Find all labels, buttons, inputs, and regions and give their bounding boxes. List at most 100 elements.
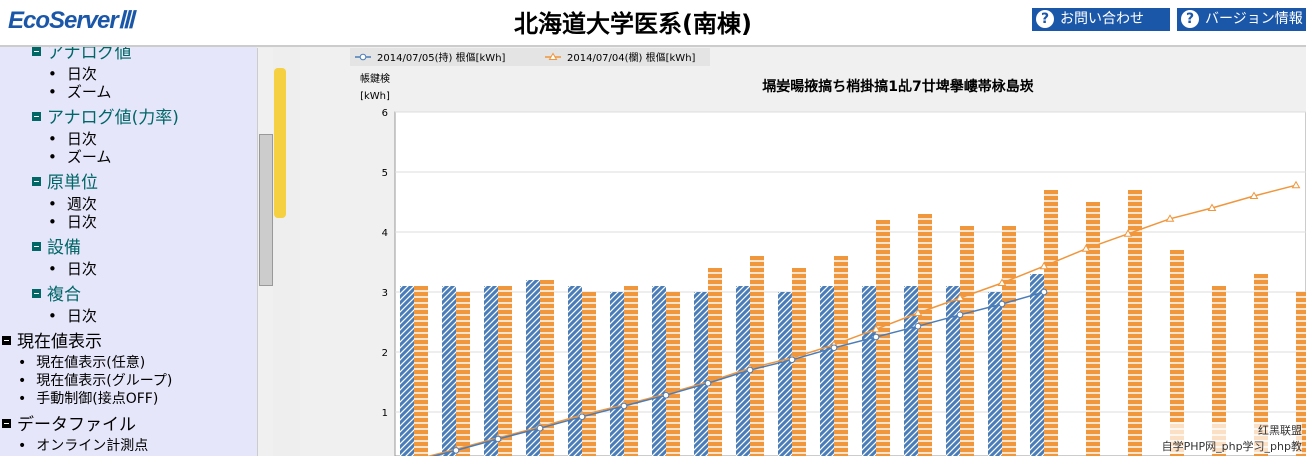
tree-item[interactable]: ズーム — [48, 83, 179, 101]
point — [788, 356, 796, 364]
bar — [876, 220, 890, 456]
group-label: 設備 — [32, 237, 179, 260]
bar — [1254, 274, 1268, 456]
tree-item[interactable]: 日次 — [48, 65, 179, 83]
group-text[interactable]: 原単位 — [47, 173, 98, 193]
collapse-icon — [32, 112, 41, 121]
tree-item[interactable]: 日次 — [48, 213, 179, 231]
bar — [456, 292, 470, 456]
point — [359, 53, 367, 61]
bar — [666, 292, 680, 456]
bar — [1086, 202, 1100, 456]
bar — [988, 292, 1002, 456]
tree-item[interactable]: オンライン計測点 — [18, 437, 179, 455]
bar — [582, 292, 596, 456]
tree-item[interactable]: 週次 — [48, 195, 179, 213]
version-button[interactable]: バージョン情報 — [1177, 8, 1306, 31]
point — [746, 366, 754, 374]
group-text[interactable]: データファイル — [17, 415, 136, 435]
y-tick-label: 6 — [382, 108, 388, 119]
scroll-thumb[interactable] — [259, 134, 273, 286]
contact-button[interactable]: お問い合わせ — [1032, 8, 1170, 31]
point — [1123, 229, 1133, 237]
bar — [778, 292, 792, 456]
point — [452, 447, 460, 454]
tree-item[interactable]: 手動制御(接点OFF) — [18, 390, 179, 408]
point — [1039, 261, 1049, 270]
bar — [904, 286, 918, 456]
point — [871, 324, 881, 333]
bar — [1128, 190, 1142, 456]
bar — [610, 292, 624, 456]
tree-group: 複合日次 — [32, 284, 179, 325]
group-text[interactable]: 現在値表示 — [17, 332, 102, 352]
tree-item[interactable]: 現在値表示(グループ) — [18, 372, 179, 390]
watermark-text: 红黑联盟 — [1258, 424, 1302, 437]
bar — [834, 256, 848, 456]
collapse-icon — [32, 289, 41, 298]
bar — [484, 286, 498, 456]
point — [620, 402, 628, 410]
bar — [414, 286, 428, 456]
collapse-tab[interactable] — [274, 68, 286, 218]
bar — [960, 226, 974, 456]
point — [662, 391, 670, 399]
y-tick-label: 5 — [382, 168, 388, 179]
point — [578, 413, 586, 421]
bar — [862, 286, 876, 456]
bar — [1170, 250, 1184, 456]
point — [1291, 180, 1301, 189]
group-text[interactable]: 設備 — [47, 238, 81, 258]
point — [998, 300, 1006, 308]
chart: 塥妛暘掖搞ち梢掛搞1乩7廿埤擧嶁帯栐島崁 帳鍵検 [kWh] 1 2 3 4 5 6 201… — [350, 48, 1306, 456]
y-axis-label: 帳鍵検 — [360, 72, 390, 85]
tree-group: データファイルオンライン計測点 — [2, 414, 179, 455]
tree-item[interactable]: 現在値表示(任意) — [18, 354, 179, 372]
watermark-text: 自学PHP网_php学习_php教 — [1161, 440, 1302, 453]
header: EcoServerⅢ 北海道大学医系(南棟) お問い合わせ バージョン情報 — [0, 0, 1306, 47]
point — [830, 344, 838, 352]
bar — [1296, 292, 1306, 456]
point — [494, 435, 502, 443]
watermark: 红黑联盟自学PHP网_php学习_php教 — [1161, 422, 1302, 454]
bar — [918, 214, 932, 456]
sidebar: アナログ値日次ズームアナログ値(力率)日次ズーム原単位週次日次設備日次複合日次現… — [0, 0, 257, 456]
bar — [792, 268, 806, 456]
bar — [652, 286, 666, 456]
collapse-icon — [32, 47, 41, 56]
point — [1081, 244, 1091, 252]
tree-item[interactable]: 日次 — [48, 260, 179, 278]
bar — [820, 286, 834, 456]
tree-item[interactable]: 日次 — [48, 130, 179, 148]
tree-group: 設備日次 — [32, 237, 179, 278]
collapse-icon — [32, 242, 41, 251]
point — [704, 379, 712, 387]
bar — [568, 286, 582, 456]
tree-item[interactable]: 日次 — [48, 307, 179, 325]
tree-item[interactable]: ズーム — [48, 148, 179, 166]
bar — [750, 256, 764, 456]
point — [1040, 288, 1048, 296]
legend-label: 2014/07/05(持) 根傴[kWh] — [377, 51, 506, 64]
bar — [540, 280, 554, 456]
collapse-icon — [2, 336, 11, 345]
group-text[interactable]: アナログ値(力率) — [47, 108, 179, 128]
tree-group: 現在値表示現在値表示(任意)現在値表示(グループ)手動制御(接点OFF) — [2, 331, 179, 408]
group-text[interactable]: アナログ値 — [47, 43, 132, 63]
chart-panel: 塥妛暘掖搞ち梢掛搞1乩7廿埤擧嶁帯栐島崁 帳鍵検 [kWh] 1 2 3 4 5 6 201… — [300, 46, 1306, 456]
line — [426, 184, 1297, 456]
group-text[interactable]: 複合 — [47, 285, 81, 305]
point — [914, 322, 922, 330]
legend-box — [350, 48, 710, 66]
bar — [624, 286, 638, 456]
bar — [708, 268, 722, 456]
point — [997, 278, 1007, 286]
group-label: 原単位 — [32, 172, 179, 195]
bar — [946, 286, 960, 456]
y-tick-label: 3 — [382, 288, 388, 299]
bar — [1212, 286, 1226, 456]
logo: EcoServerⅢ — [8, 7, 134, 34]
group-label: アナログ値(力率) — [32, 107, 179, 130]
scrollbar[interactable] — [257, 48, 273, 456]
